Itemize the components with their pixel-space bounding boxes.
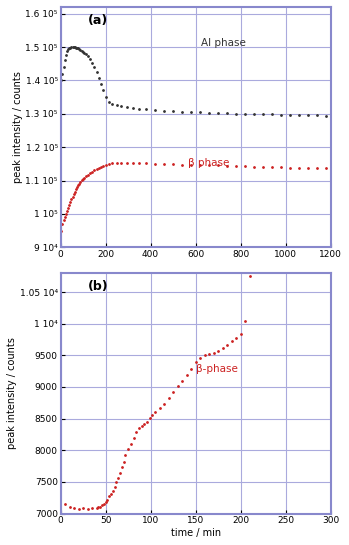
Text: β phase: β phase: [187, 159, 229, 168]
Y-axis label: peak intensity / counts: peak intensity / counts: [7, 337, 17, 449]
Text: β-phase: β-phase: [196, 365, 238, 374]
Text: Al phase: Al phase: [201, 38, 246, 48]
X-axis label: time / min: time / min: [171, 528, 221, 538]
Y-axis label: peak intensity / counts: peak intensity / counts: [13, 71, 23, 183]
Text: (b): (b): [88, 280, 108, 293]
Text: (a): (a): [88, 14, 108, 27]
